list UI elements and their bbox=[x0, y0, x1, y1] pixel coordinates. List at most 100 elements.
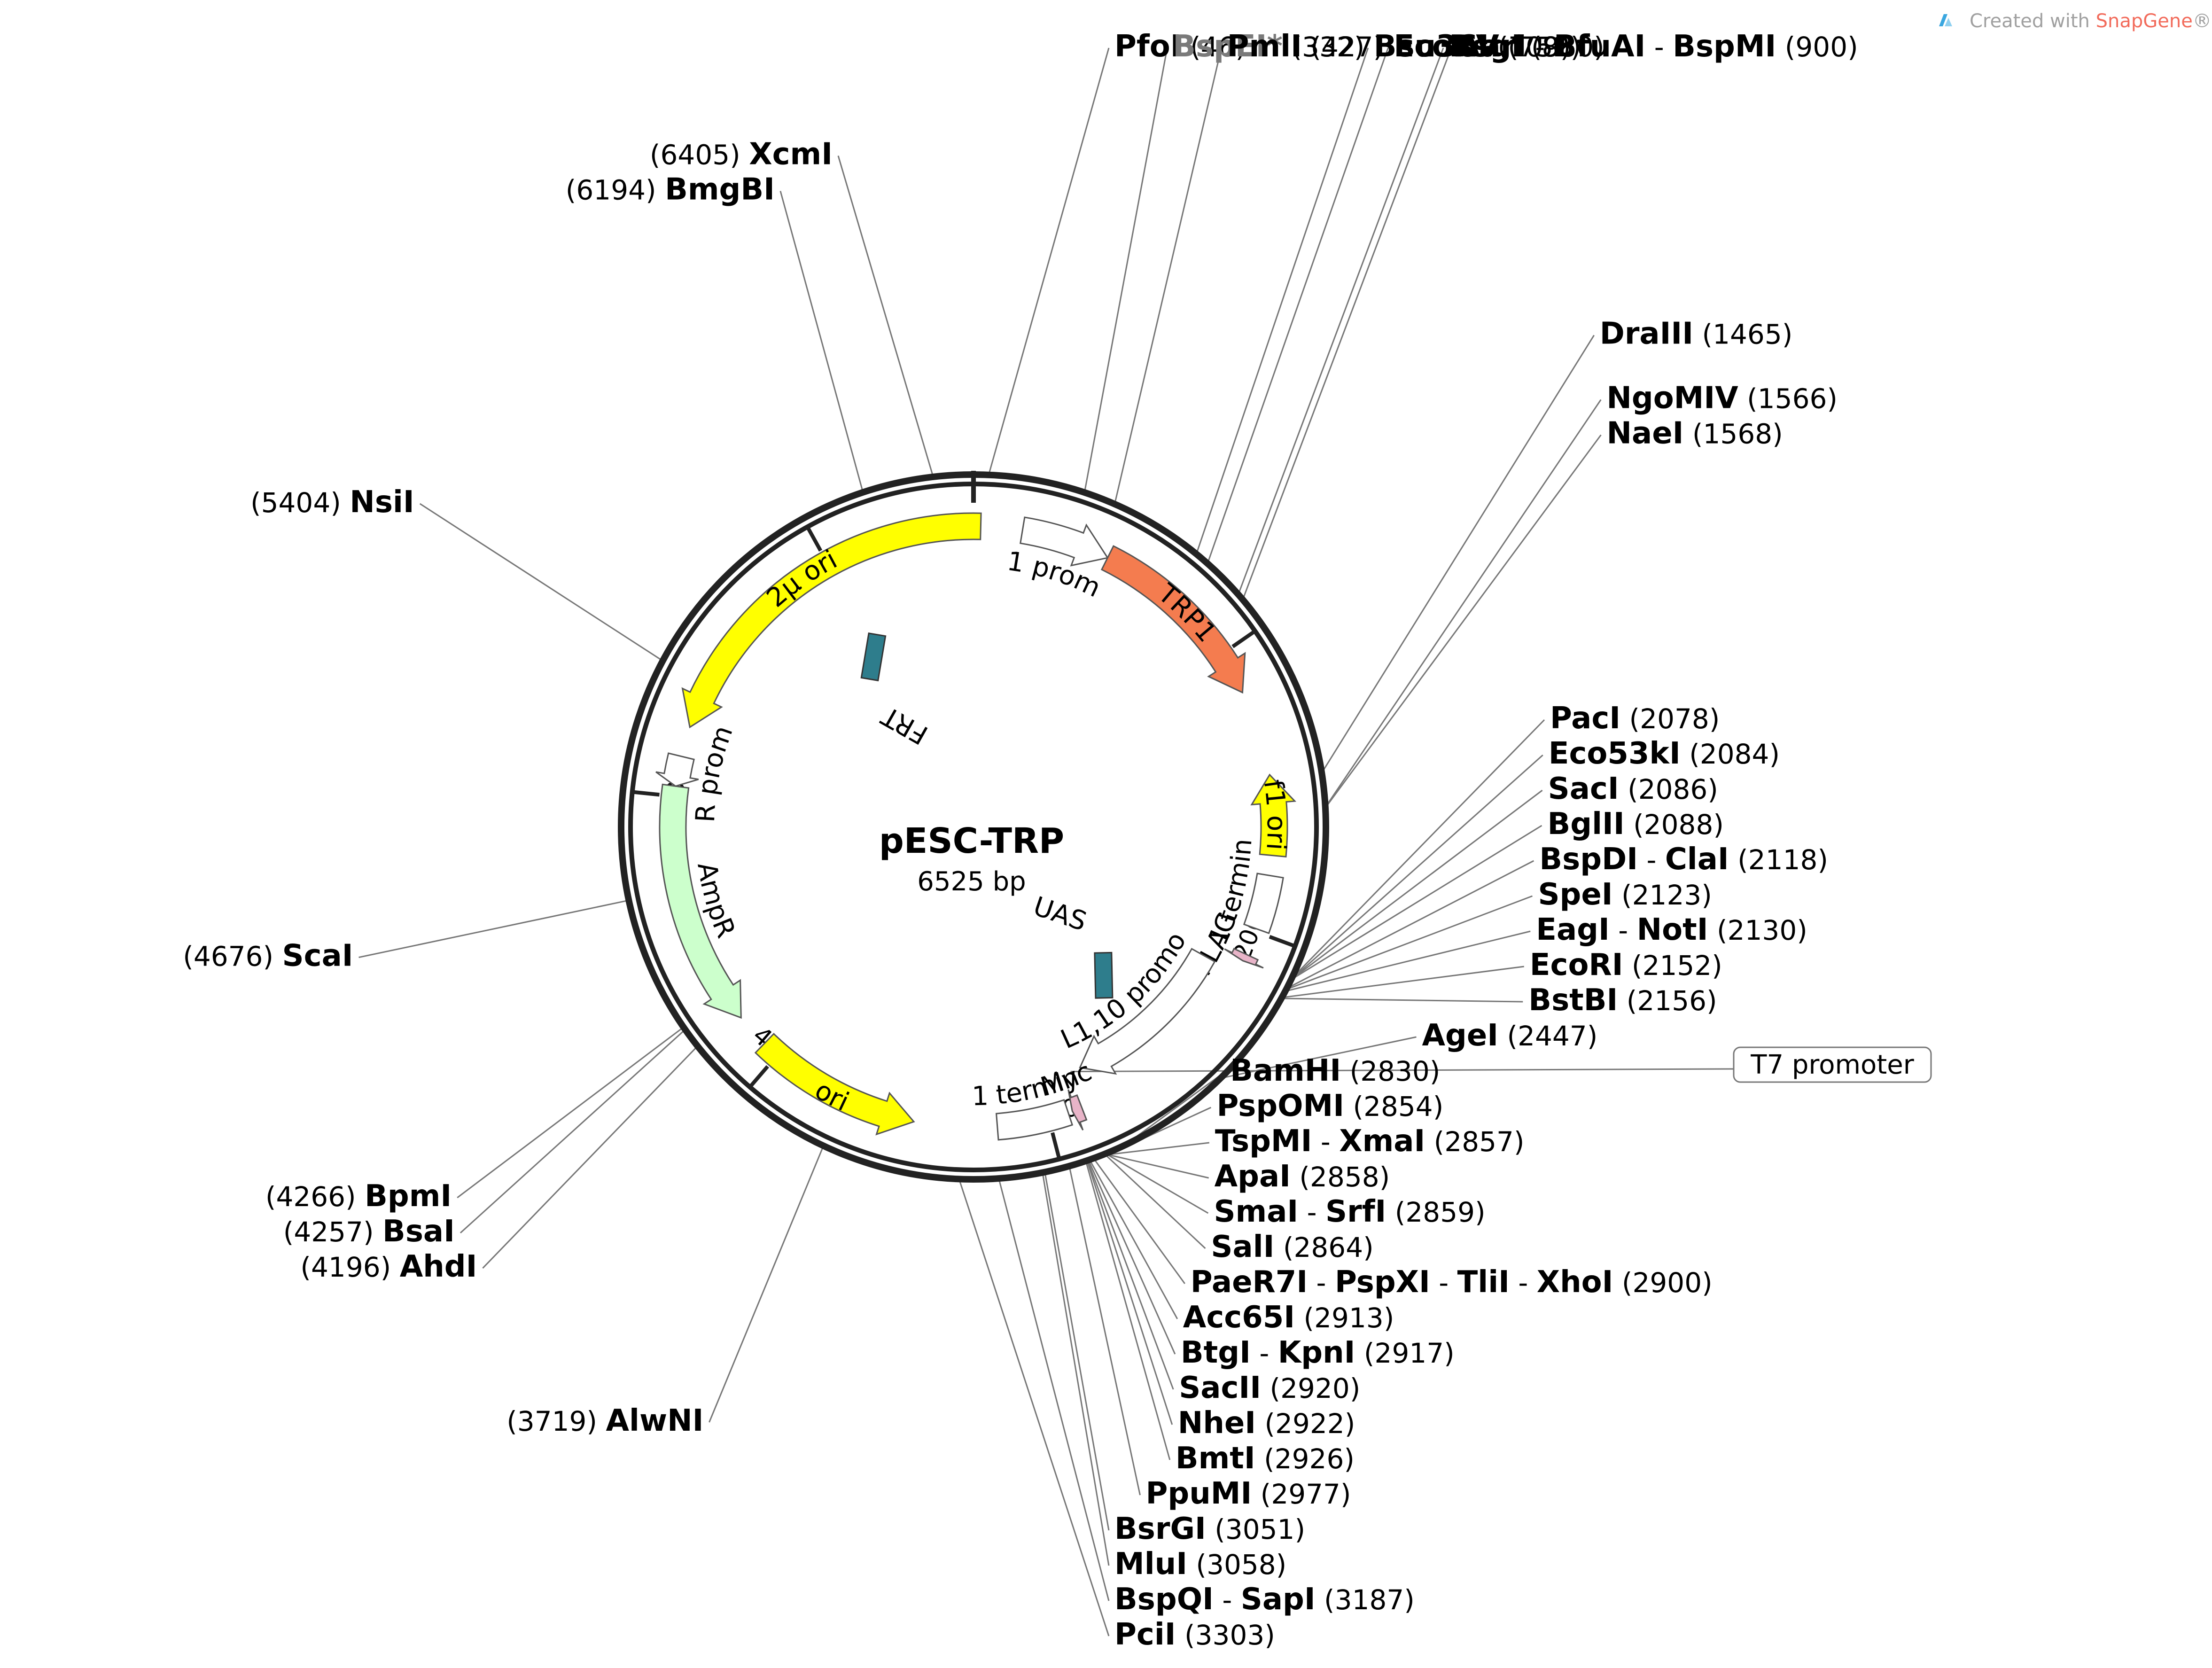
plasmid-length: 6525 bp bbox=[917, 866, 1026, 897]
enzyme-name: BtgI bbox=[1181, 1335, 1251, 1370]
site-position: (2900) bbox=[1613, 1267, 1712, 1299]
leader-btgi-kpni bbox=[1088, 1161, 1176, 1355]
leader-eco53ki bbox=[1294, 754, 1543, 977]
site-separator: - bbox=[1610, 914, 1637, 946]
tick-6000 bbox=[806, 527, 823, 552]
site-label-pfoi: PfoI (46) bbox=[1114, 29, 1246, 64]
enzyme-name: TliI bbox=[1457, 1265, 1510, 1300]
enzyme-name: TspMI bbox=[1215, 1124, 1312, 1159]
site-position: (2857) bbox=[1425, 1126, 1524, 1158]
site-agei: AgeI (2447) bbox=[1422, 1018, 1597, 1053]
site-bsai: (4257) BsaI bbox=[283, 1214, 455, 1249]
enzyme-name: MluI bbox=[1114, 1547, 1187, 1582]
site-eco53ki: Eco53kI (2084) bbox=[1549, 736, 1780, 771]
enzyme-name: PciI bbox=[1114, 1617, 1176, 1652]
leader-bspei bbox=[1084, 47, 1168, 491]
site-position: (3719) bbox=[506, 1405, 606, 1437]
enzyme-name: DraIII bbox=[1600, 316, 1693, 351]
enzyme-name: Acc65I bbox=[1183, 1300, 1295, 1335]
leader-naei bbox=[1326, 434, 1602, 806]
site-position: (2118) bbox=[1729, 844, 1828, 876]
tick-2000 bbox=[1269, 935, 1294, 948]
enzyme-name: SpeI bbox=[1538, 877, 1612, 912]
site-label-bsu36i: Bsu36I (709) bbox=[1374, 29, 1571, 64]
leader-apai bbox=[1107, 1154, 1209, 1179]
site-apai: ApaI (2858) bbox=[1215, 1159, 1390, 1194]
site-label-bsrgi: BsrGI (3051) bbox=[1114, 1512, 1305, 1546]
site-position: (2830) bbox=[1341, 1055, 1440, 1087]
site-label-mlui: MluI (3058) bbox=[1114, 1547, 1286, 1582]
leader-smai-srfi bbox=[1107, 1154, 1209, 1214]
ori-feature bbox=[754, 1033, 915, 1136]
site-nsii: (5404) NsiI bbox=[250, 485, 414, 520]
restriction-sites: PfoI (46)BspEI* (332)PmlI (427)Bsu36I (7… bbox=[183, 29, 1932, 1652]
site-sacii: SacII (2920) bbox=[1179, 1371, 1360, 1405]
leader-lines bbox=[358, 47, 1734, 1637]
uas-feature bbox=[1094, 951, 1114, 999]
site-ngomiv: NgoMIV (1566) bbox=[1606, 381, 1838, 416]
tick-1000 bbox=[1231, 631, 1255, 648]
site-position: (4266) bbox=[265, 1181, 365, 1213]
site-ppumi: PpuMI (2977) bbox=[1145, 1476, 1351, 1511]
frt-feature bbox=[860, 632, 887, 682]
leader-tspmi-xmai bbox=[1108, 1142, 1210, 1155]
site-position: (2864) bbox=[1274, 1232, 1373, 1263]
site-position: (2859) bbox=[1386, 1196, 1485, 1228]
site-position: (2130) bbox=[1708, 914, 1807, 946]
site-mlui: MluI (3058) bbox=[1114, 1547, 1286, 1582]
site-label-ahdi: (4196) AhdI bbox=[300, 1249, 477, 1284]
uas-label: UAS bbox=[1029, 891, 1090, 937]
site-position: (3303) bbox=[1176, 1619, 1275, 1651]
myc-feature bbox=[1067, 1089, 1088, 1130]
leader-bsgi bbox=[1238, 47, 1444, 593]
site-position: (2078) bbox=[1620, 703, 1720, 735]
site-smai-srfi: SmaI - SrfI (2859) bbox=[1214, 1194, 1485, 1229]
site-position: (3187) bbox=[1316, 1584, 1415, 1616]
site-separator: - bbox=[1645, 31, 1673, 63]
site-label-alwni: (3719) AlwNI bbox=[506, 1403, 703, 1438]
site-bspdi-clai: BspDI - ClaI (2118) bbox=[1539, 842, 1828, 877]
tick-3000 bbox=[1051, 1132, 1061, 1158]
site-bspei: BspEI* (332) bbox=[1173, 29, 1364, 64]
boxed-label-frame bbox=[1733, 1046, 1932, 1083]
site-position: (6194) bbox=[566, 174, 665, 206]
site-position: (6405) bbox=[650, 139, 749, 171]
snapgene-credit[interactable]: Created with SnapGene® bbox=[1939, 10, 2212, 32]
site-label-bspei: BspEI* (332) bbox=[1173, 29, 1364, 64]
enzyme-name: SrfI bbox=[1325, 1194, 1386, 1229]
site-separator: - bbox=[1638, 844, 1665, 876]
enzyme-name: Eco53kI bbox=[1549, 736, 1681, 771]
leader-scai bbox=[358, 900, 627, 959]
leader-nsii bbox=[419, 503, 662, 661]
enzyme-name: ScaI bbox=[282, 939, 353, 974]
credit-text: Created with SnapGene® bbox=[1970, 10, 2212, 32]
site-label-bspqi-sapi: BspQI - SapI (3187) bbox=[1114, 1582, 1415, 1617]
leader-bsai bbox=[460, 1030, 685, 1234]
leader-xcmi bbox=[837, 156, 934, 475]
site-label-sacii: SacII (2920) bbox=[1179, 1371, 1360, 1405]
leader-paer7i-pspxi-tlii-xhoi bbox=[1094, 1159, 1185, 1284]
enzyme-name: PaeR7I bbox=[1191, 1265, 1308, 1300]
site-label-draiii: DraIII (1465) bbox=[1600, 316, 1793, 351]
site-position: (752) bbox=[1499, 31, 1581, 63]
leader-bpmi bbox=[457, 1028, 683, 1199]
site-naei: NaeI (1568) bbox=[1606, 416, 1783, 451]
site-label-nhei: NheI (2922) bbox=[1178, 1406, 1355, 1441]
enzyme-name: NaeI bbox=[1606, 416, 1683, 451]
site-separator: - bbox=[1312, 1126, 1339, 1158]
leader-ahdi bbox=[482, 1047, 697, 1269]
site-label-bspdi-clai: BspDI - ClaI (2118) bbox=[1539, 842, 1828, 877]
site-label-tspmi-xmai: TspMI - XmaI (2857) bbox=[1215, 1124, 1525, 1159]
f1-ori-feature bbox=[1250, 773, 1297, 858]
leader-bspdi-clai bbox=[1289, 860, 1534, 988]
ampr-promoter-label: AmpR promoter bbox=[0, 0, 739, 823]
enzyme-name: BsgI bbox=[1449, 29, 1523, 64]
gal1-10-promoter-feature bbox=[1079, 948, 1216, 1075]
leader-bmgbi bbox=[779, 191, 864, 491]
site-label-bamhi: BamHI (2830) bbox=[1230, 1053, 1440, 1088]
enzyme-name: Bsu36I bbox=[1374, 29, 1489, 64]
site-position: (5404) bbox=[250, 487, 350, 519]
site-position: (2977) bbox=[1252, 1478, 1351, 1510]
enzyme-name: SacII bbox=[1179, 1371, 1261, 1405]
